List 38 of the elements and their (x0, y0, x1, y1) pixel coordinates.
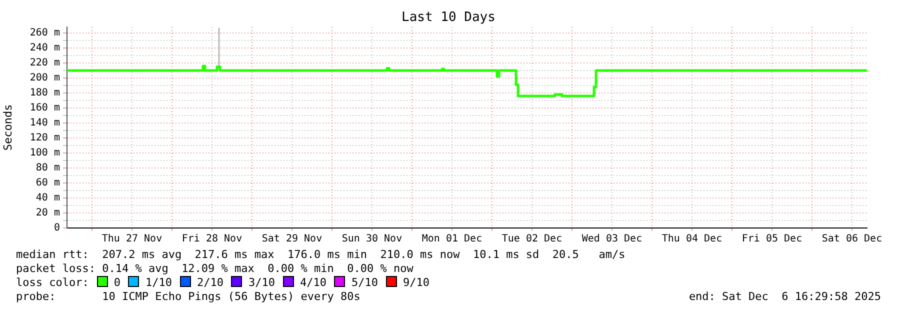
chart-title: Last 10 Days (400, 10, 496, 25)
x-tick-label: Tue 02 Dec (502, 234, 562, 245)
legend-label: 0 (114, 276, 120, 289)
legend-label: 2/10 (196, 276, 224, 289)
text: packet loss: 0.14 % avg 12.09 % max 0.00 % min 0.00 % now (16, 261, 414, 276)
y-tick-label: 40 m (36, 192, 60, 204)
legend-label: 9/10 (402, 276, 430, 289)
legend-title: loss color: (16, 276, 89, 289)
y-tick-label: 0 (54, 222, 60, 234)
y-tick-label: 80 m (36, 162, 60, 174)
x-tick-label: Fri 05 Dec (742, 234, 802, 245)
y-tick-label: 140 m (30, 118, 60, 129)
y-tick-label: 200 m (30, 72, 60, 84)
legend-label: 4/10 (300, 276, 326, 289)
legend-label: 3/10 (248, 276, 275, 289)
y-tick-label: 260 m (30, 28, 60, 39)
text: end: Sat Dec 6 16:29:58 2025 (688, 289, 881, 304)
y-tick-label: 160 m (30, 102, 60, 114)
x-tick-label: Thu 04 Dec (662, 234, 722, 245)
y-tick-label: 120 m (30, 132, 60, 144)
x-tick-label: Sat 06 Dec (822, 234, 882, 245)
x-tick-label: Thu 27 Nov (102, 234, 162, 245)
x-tick-label: Sat 29 Nov (262, 234, 322, 245)
y-axis-title: Seconds (1, 104, 14, 151)
x-tick-label: Fri 28 Nov (182, 234, 242, 245)
y-tick-label: 220 m (30, 58, 60, 69)
x-tick-label: Sun 30 Nov (342, 234, 402, 245)
legend-label: 1/10 (145, 276, 172, 289)
legend-label: 5/10 (351, 276, 378, 289)
y-tick-label: 60 m (36, 178, 60, 189)
y-tick-label: 20 m (36, 208, 60, 219)
text: probe: 10 ICMP Echo Pings (56 Bytes) every 80s (16, 289, 360, 304)
x-tick-label: Mon 01 Dec (422, 234, 482, 245)
y-tick-label: 100 m (30, 148, 60, 159)
y-tick-label: 240 m (30, 42, 60, 54)
y-tick-label: 180 m (30, 88, 60, 99)
text: median rtt: 207.2 ms avg 217.6 ms max 176.0 ms min 210.0 ms now 10.1 ms sd 20.5 am/s (16, 247, 626, 262)
x-tick-label: Wed 03 Dec (582, 234, 642, 245)
